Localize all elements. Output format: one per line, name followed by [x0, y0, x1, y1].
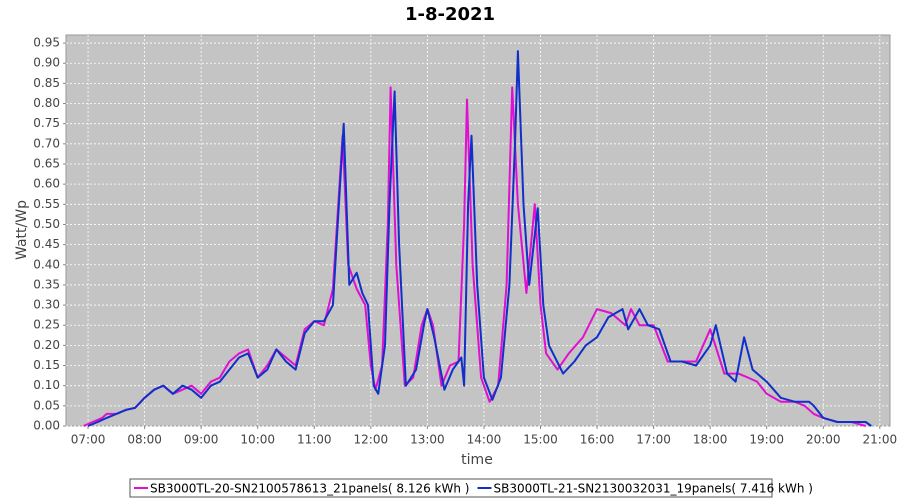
- y-tick-label: 0.90: [33, 56, 60, 70]
- x-tick-label: 15:00: [523, 433, 558, 447]
- y-tick-label: 0.40: [33, 257, 60, 271]
- plot-area: [65, 34, 891, 427]
- series-line: [83, 86, 866, 427]
- series-line: [87, 50, 872, 427]
- y-tick-label: 0.15: [33, 358, 60, 372]
- y-tick-label: 0.10: [33, 378, 60, 392]
- y-tick-label: 0.50: [33, 217, 60, 231]
- x-tick-label: 07:00: [71, 433, 106, 447]
- x-tick-label: 11:00: [297, 433, 332, 447]
- x-tick-label: 21:00: [863, 433, 898, 447]
- x-tick-label: 10:00: [240, 433, 275, 447]
- x-tick-label: 14:00: [467, 433, 502, 447]
- chart-title: 1-8-2021: [405, 4, 495, 25]
- x-tick-label: 19:00: [749, 433, 784, 447]
- y-tick-label: 0.95: [33, 36, 60, 50]
- x-tick-label: 13:00: [410, 433, 445, 447]
- y-tick-label: 0.85: [33, 76, 60, 90]
- x-tick-label: 16:00: [580, 433, 615, 447]
- x-tick-label: 18:00: [693, 433, 728, 447]
- y-tick-label: 0.60: [33, 177, 60, 191]
- legend-text: SB3000TL-21-SN2130032031_19panels( 7.416…: [493, 482, 812, 496]
- x-tick-label: 09:00: [184, 433, 219, 447]
- x-tick-label: 08:00: [127, 433, 162, 447]
- y-tick-label: 0.65: [33, 156, 60, 170]
- y-tick-label: 0.75: [33, 116, 60, 130]
- x-axis-label: time: [461, 452, 493, 468]
- y-tick-label: 0.00: [33, 419, 60, 433]
- y-tick-label: 0.05: [33, 398, 60, 412]
- y-tick-label: 0.35: [33, 277, 60, 291]
- y-tick-label: 0.25: [33, 318, 60, 332]
- x-tick-label: 20:00: [806, 433, 841, 447]
- y-tick-label: 0.30: [33, 298, 60, 312]
- x-tick-label: 12:00: [354, 433, 389, 447]
- y-axis-label: Watt/Wp: [14, 200, 30, 260]
- y-tick-label: 0.80: [33, 96, 60, 110]
- legend: [129, 478, 773, 498]
- y-tick-label: 0.70: [33, 136, 60, 150]
- y-tick-label: 0.55: [33, 197, 60, 211]
- y-tick-label: 0.45: [33, 237, 60, 251]
- legend-text: SB3000TL-20-SN2100578613_21panels( 8.126…: [150, 482, 469, 496]
- x-tick-label: 17:00: [636, 433, 671, 447]
- y-tick-label: 0.20: [33, 338, 60, 352]
